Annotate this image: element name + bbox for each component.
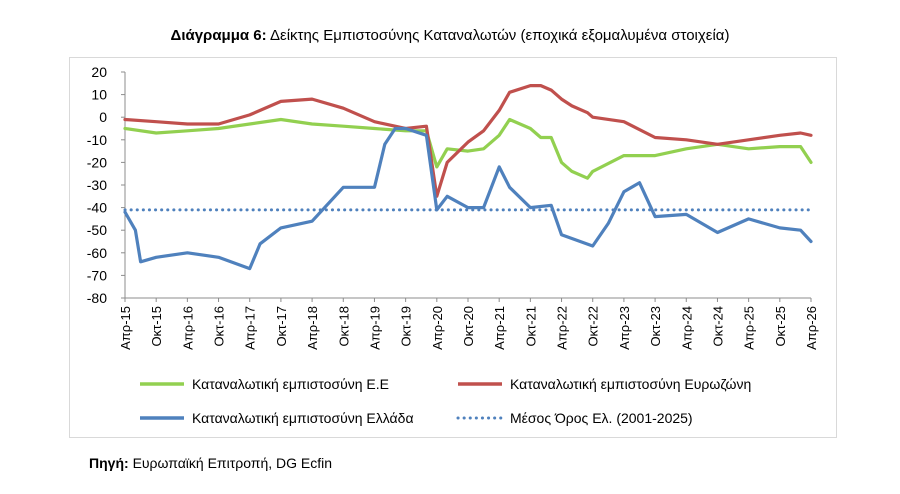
x-tick-label: Οκτ-22	[586, 306, 601, 347]
y-tick-label: -10	[87, 132, 107, 148]
y-tick-label: 20	[91, 64, 107, 80]
legend-label-1: Καταναλωτική εμπιστοσύνη Ευρωζώνη	[510, 376, 751, 392]
legend-label-3: Μέσος Όρος Ελ. (2001-2025)	[510, 410, 693, 426]
source-text: Ευρωπαϊκή Επιτροπή, DG Ecfin	[132, 455, 333, 471]
x-tick-label: Οκτ-15	[149, 306, 164, 347]
source-note: Πηγή: Ευρωπαϊκή Επιτροπή, DG Ecfin	[89, 455, 332, 471]
x-tick-label: Οκτ-20	[461, 306, 476, 347]
chart-title: Διάγραμμα 6: Δείκτης Εμπιστοσύνης Κατανα…	[0, 27, 900, 44]
x-tick-label: Οκτ-18	[336, 306, 351, 347]
chart-title-bold: Διάγραμμα 6:	[170, 27, 267, 44]
x-tick-label: Απρ-20	[430, 306, 445, 350]
y-tick-label: -30	[87, 177, 107, 193]
x-tick-label: Απρ-21	[492, 306, 507, 350]
legend-label-0: Καταναλωτική εμπιστοσύνη Ε.Ε	[192, 376, 389, 392]
x-tick-label: Απρ-19	[367, 306, 382, 350]
y-tick-label: -70	[87, 267, 107, 283]
x-tick-label: Οκτ-25	[773, 306, 788, 347]
x-tick-label: Οκτ-16	[212, 306, 227, 347]
x-tick-label: Απρ-24	[679, 306, 694, 350]
y-tick-label: -80	[87, 290, 107, 306]
x-tick-label: Απρ-15	[118, 306, 133, 350]
y-tick-label: -60	[87, 245, 107, 261]
y-tick-label: -20	[87, 154, 107, 170]
x-tick-label: Απρ-22	[555, 306, 570, 350]
x-tick-label: Οκτ-23	[648, 306, 663, 347]
chart-frame	[69, 57, 837, 438]
x-tick-label: Οκτ-19	[399, 306, 414, 347]
source-label: Πηγή:	[89, 455, 129, 471]
series-line-2	[123, 126, 813, 271]
chart-title-text: Δείκτης Εμπιστοσύνης Καταναλωτών (εποχικ…	[269, 27, 730, 44]
x-tick-label: Απρ-18	[305, 306, 320, 350]
x-tick-label: Οκτ-21	[523, 306, 538, 347]
y-tick-label: -50	[87, 222, 107, 238]
y-tick-label: 10	[91, 87, 107, 103]
legend-label-2: Καταναλωτική εμπιστοσύνη Ελλάδα	[192, 410, 414, 426]
series-line-1	[123, 83, 813, 198]
x-tick-label: Απρ-16	[180, 306, 195, 350]
x-tick-label: Απρ-25	[742, 306, 757, 350]
y-tick-label: -40	[87, 200, 107, 216]
x-tick-label: Απρ-17	[243, 306, 258, 350]
x-tick-label: Απρ-26	[804, 306, 819, 350]
x-tick-label: Οκτ-24	[710, 306, 725, 347]
series-line-0	[123, 117, 813, 180]
x-tick-label: Απρ-23	[617, 306, 632, 350]
y-tick-label: 0	[99, 109, 107, 125]
x-tick-label: Οκτ-17	[274, 306, 289, 347]
